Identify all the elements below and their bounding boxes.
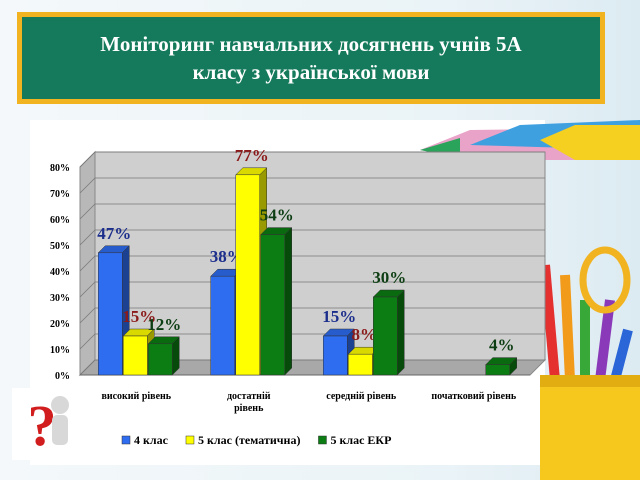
bar <box>485 356 518 376</box>
bar-front <box>98 252 123 376</box>
value-label: 15% <box>122 307 156 326</box>
bar-side <box>397 289 405 376</box>
legend-swatch <box>318 435 327 445</box>
bar-side <box>284 226 292 376</box>
legend-swatch <box>121 435 131 445</box>
value-label: 15% <box>322 307 356 326</box>
bar-front <box>485 364 510 376</box>
grid-line <box>79 255 545 272</box>
bar <box>372 289 405 376</box>
bar-front <box>348 353 373 376</box>
bar <box>322 328 355 376</box>
grid-line <box>79 229 545 246</box>
bar-front <box>373 296 398 376</box>
value-label: 38% <box>210 247 244 266</box>
value-label: 77% <box>235 146 269 165</box>
y-tick-label: 80% <box>50 163 70 174</box>
y-tick-label: 10% <box>50 345 70 356</box>
slide-title: Моніторинг навчальних досягнень учнів 5А… <box>17 12 605 104</box>
bar-front <box>235 174 260 376</box>
y-tick-label: 0% <box>55 371 70 382</box>
legend-label: 4 клас <box>134 433 169 447</box>
y-tick-label: 70% <box>50 189 70 200</box>
x-tick-label: середній рівень <box>326 391 397 402</box>
x-tick-label: високий рівень <box>101 391 172 402</box>
bar-side <box>172 336 180 376</box>
bar <box>260 226 293 376</box>
bar <box>147 336 180 376</box>
bar-front <box>148 343 173 376</box>
value-label: 47% <box>97 224 131 243</box>
value-label: 8% <box>352 325 378 344</box>
legend-swatch <box>185 435 195 445</box>
value-label: 54% <box>260 206 294 225</box>
y-tick-label: 60% <box>50 215 70 226</box>
y-tick-label: 40% <box>50 267 70 278</box>
pencil-cup <box>540 246 640 480</box>
y-tick-label: 20% <box>50 319 70 330</box>
bar-front <box>323 335 348 376</box>
legend-label: 5 клас (тематична) <box>198 433 300 447</box>
grid-line <box>79 151 545 168</box>
question-figure: ? <box>12 388 80 460</box>
grid-line <box>79 281 545 298</box>
y-tick-label: 30% <box>50 293 70 304</box>
y-tick-label: 50% <box>50 241 70 252</box>
value-label: 12% <box>147 315 181 334</box>
bar-front <box>123 335 148 376</box>
value-label: 4% <box>489 336 515 355</box>
legend-label: 5 клас ЕКР <box>330 433 391 447</box>
grid-line <box>79 203 545 220</box>
grid-line <box>79 177 545 194</box>
x-tick-label: початковий рівень <box>431 391 517 402</box>
x-tick-label: достатній рівень <box>227 391 271 414</box>
value-label: 30% <box>372 268 406 287</box>
bar-front <box>210 275 235 376</box>
bar-front <box>260 234 285 376</box>
